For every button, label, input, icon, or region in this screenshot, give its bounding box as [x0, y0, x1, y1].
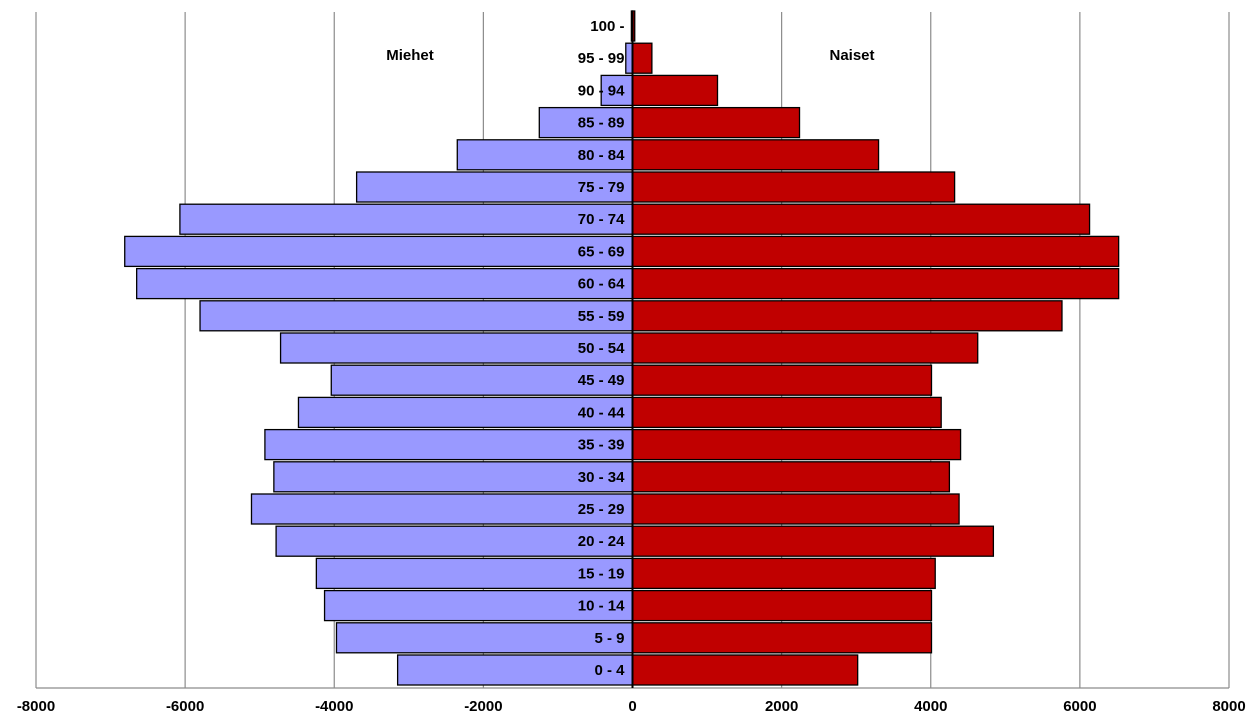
bar-right-35-39 [631, 428, 962, 461]
category-labels: 0 - 4 5 - 9 10 - 14 15 - 19 20 - 24 25 - 29 30… [578, 18, 625, 679]
x-tick-label: 0 [628, 698, 636, 715]
bar-right-85-89 [631, 106, 801, 139]
bar-right-80-84 [631, 139, 880, 171]
category-label: 65 - 69 [578, 243, 625, 260]
bar-left-40-44 [297, 396, 634, 429]
bar-right-0-4 [631, 654, 859, 686]
bar-left-60-64 [136, 267, 634, 300]
x-tick-label: 2000 [765, 698, 798, 715]
bar-right-75-79 [631, 171, 956, 203]
bar-left-80-84 [456, 139, 634, 171]
bar-left-30-34 [273, 461, 634, 493]
bar-right-20-24 [631, 525, 995, 557]
category-label: 0 - 4 [594, 662, 625, 679]
category-label: 10 - 14 [578, 598, 625, 615]
series-label-miehet: Miehet [386, 47, 434, 64]
x-tick-labels: -8000 -6000 -4000 -2000 0 2000 4000 6000 8000 [17, 698, 1246, 715]
bar-right-30-34 [631, 461, 951, 493]
x-tick-label: 6000 [1063, 698, 1096, 715]
category-label: 100 - [590, 18, 624, 35]
x-tick-label: 4000 [914, 698, 947, 715]
bar-right-50-54 [631, 332, 979, 364]
category-label: 70 - 74 [578, 211, 625, 228]
bar-left-95-99 [625, 42, 634, 74]
category-label: 75 - 79 [578, 179, 625, 196]
bar-left-75-79 [355, 171, 634, 203]
bar-left-50-54 [279, 332, 634, 364]
x-tick-label: -8000 [17, 698, 55, 715]
category-label: 55 - 59 [578, 308, 625, 325]
category-label: 25 - 29 [578, 501, 625, 518]
bar-right-15-19 [631, 557, 936, 590]
bar-left-25-29 [250, 493, 634, 525]
category-label: 35 - 39 [578, 437, 625, 454]
x-tick-label: 8000 [1212, 698, 1245, 715]
bar-left-65-69 [124, 235, 634, 268]
bars [124, 10, 1120, 686]
bar-right-5-9 [631, 622, 933, 654]
bar-left-35-39 [264, 428, 634, 461]
bar-left-0-4 [396, 654, 634, 686]
category-label: 90 - 94 [578, 82, 625, 99]
x-tick-label: -6000 [166, 698, 204, 715]
bar-right-40-44 [631, 396, 942, 429]
bar-right-10-14 [631, 589, 933, 622]
bar-right-65-69 [631, 235, 1120, 268]
bar-right-45-49 [631, 364, 933, 396]
category-label: 40 - 44 [578, 404, 625, 421]
series-labels: Miehet Naiset [386, 47, 874, 64]
bar-right-90-94 [631, 74, 719, 107]
category-label: 60 - 64 [578, 276, 625, 293]
bar-left-5-9 [335, 622, 634, 654]
bar-right-55-59 [631, 300, 1063, 332]
category-label: 20 - 24 [578, 533, 625, 550]
bar-left-85-89 [538, 106, 634, 139]
x-tick-label: -2000 [464, 698, 502, 715]
category-label: 85 - 89 [578, 115, 625, 132]
bar-left-55-59 [199, 300, 634, 332]
axes [36, 12, 1229, 689]
series-label-naiset: Naiset [829, 47, 874, 64]
category-label: 95 - 99 [578, 50, 625, 67]
category-label: 30 - 34 [578, 469, 625, 486]
bar-right-70-74 [631, 203, 1091, 235]
bar-right-95-99 [631, 42, 653, 74]
bar-right-25-29 [631, 493, 960, 525]
category-label: 45 - 49 [578, 372, 625, 389]
category-label: 50 - 54 [578, 340, 625, 357]
category-label: 80 - 84 [578, 147, 625, 164]
bar-left-90-94 [600, 74, 634, 107]
bar-right-60-64 [631, 267, 1120, 300]
x-tick-label: -4000 [315, 698, 353, 715]
category-label: 5 - 9 [594, 630, 624, 647]
bar-left-70-74 [179, 203, 634, 235]
category-label: 15 - 19 [578, 565, 625, 582]
